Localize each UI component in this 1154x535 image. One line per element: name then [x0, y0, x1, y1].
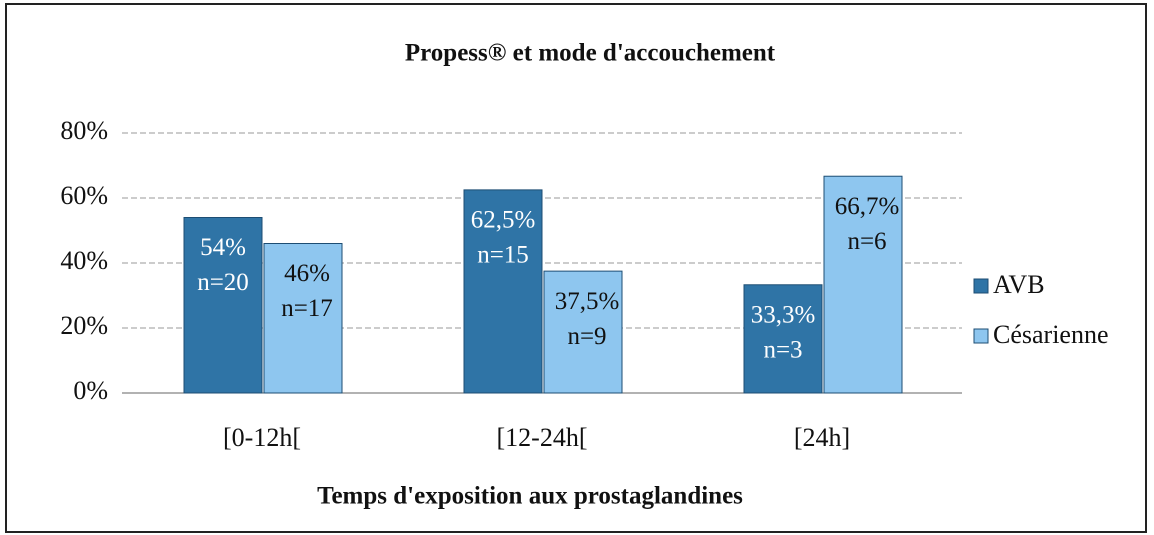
x-axis-title: Temps d'exposition aux prostaglandines: [317, 483, 743, 510]
count-label: n=20: [197, 269, 249, 296]
data-label: 62,5%: [471, 207, 536, 234]
data-label: 54%: [200, 234, 246, 261]
legend-swatch: [973, 328, 989, 344]
count-label: n=15: [477, 242, 529, 269]
legend-swatch: [973, 278, 989, 294]
x-tick-label: [12-24h[: [497, 423, 588, 452]
bar: [183, 217, 263, 394]
frame: [5, 3, 1147, 533]
x-tick-label: [24h]: [794, 423, 850, 452]
data-label: 46%: [284, 260, 330, 287]
y-tick-label: 20%: [60, 311, 108, 340]
y-tick-label: 0%: [73, 376, 108, 405]
data-label: 37,5%: [555, 288, 620, 315]
legend-label: AVB: [993, 270, 1045, 299]
count-label: n=6: [847, 228, 886, 255]
y-tick-label: 40%: [60, 246, 108, 275]
bar: [263, 243, 343, 394]
data-label: 66,7%: [835, 193, 900, 220]
x-tick-label: [0-12h[: [223, 423, 301, 452]
y-tick-label: 80%: [60, 116, 108, 145]
bar: [823, 175, 903, 394]
bar: [543, 270, 623, 394]
data-label: 33,3%: [751, 302, 816, 329]
count-label: n=3: [763, 337, 802, 364]
bar: [743, 284, 823, 394]
legend-label: Césarienne: [993, 320, 1109, 349]
chart-title: Propess® et mode d'accouchement: [405, 40, 776, 67]
count-label: n=9: [567, 323, 606, 350]
bar: [463, 189, 543, 394]
y-tick-label: 60%: [60, 181, 108, 210]
count-label: n=17: [281, 295, 333, 322]
